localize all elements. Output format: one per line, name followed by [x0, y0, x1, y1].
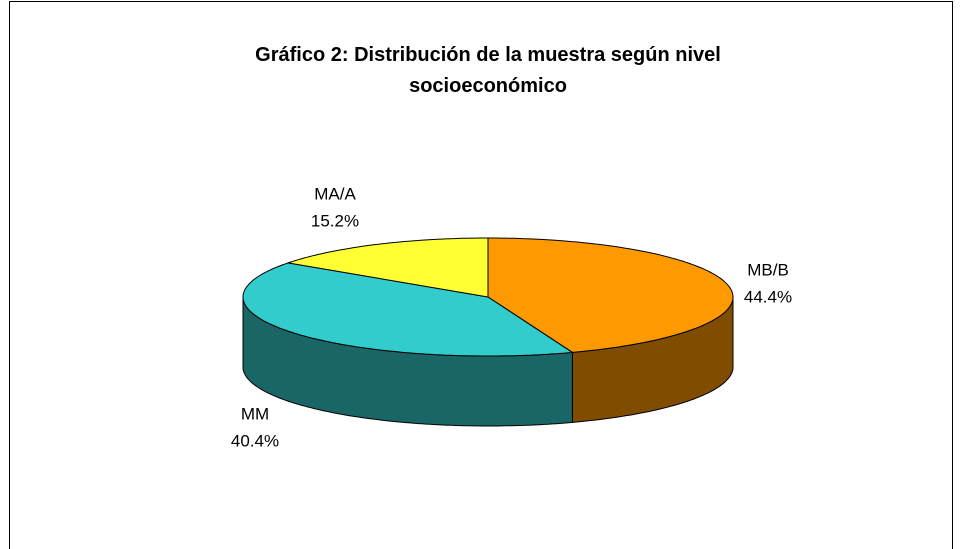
- slice-value-label: 15.2%: [311, 211, 359, 230]
- chart-title: Gráfico 2: Distribución de la muestra se…: [255, 44, 721, 97]
- slice-label: MM: [241, 404, 269, 423]
- slice-label: MA/A: [314, 184, 356, 203]
- slice-value-label: 40.4%: [231, 431, 279, 450]
- pie-slice: [242, 262, 574, 357]
- pie-slice: [287, 237, 489, 298]
- pie-slice: [487, 237, 734, 353]
- slice-label: MB/B: [747, 260, 789, 279]
- slice-value-label: 44.4%: [744, 287, 792, 306]
